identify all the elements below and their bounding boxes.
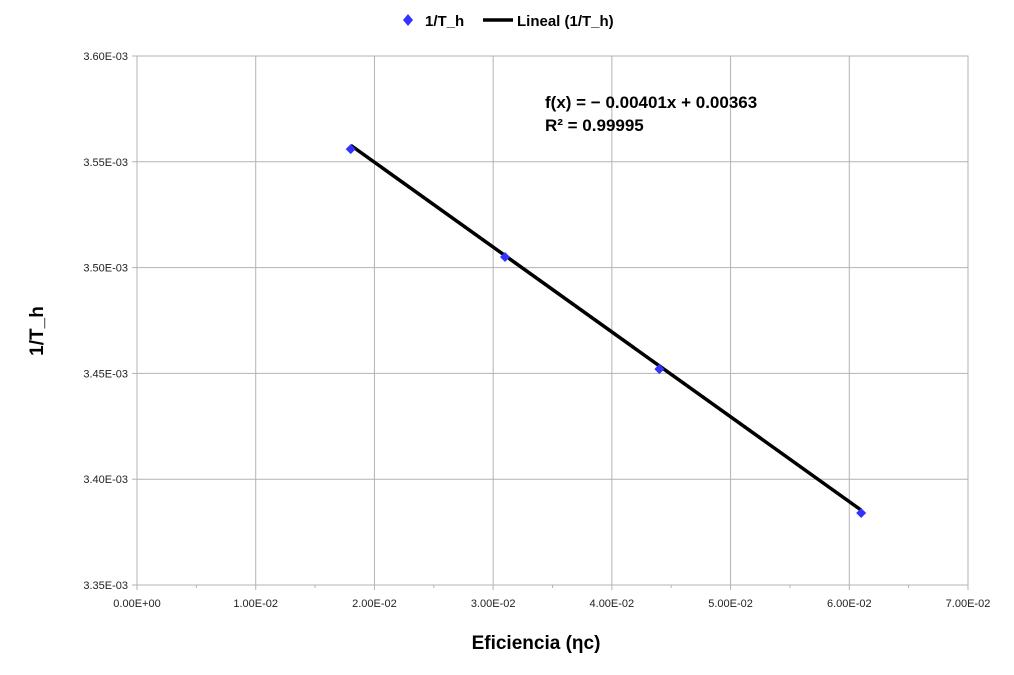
y-tick-label: 3.45E-03 [83, 368, 128, 380]
grid-lines [136, 55, 969, 586]
y-tick-label: 3.55E-03 [83, 157, 128, 169]
x-axis-title: Eficiencia (ηc) [472, 633, 601, 654]
x-tick-label: 3.00E-02 [471, 598, 516, 610]
legend-label-series: 1/T_h [425, 13, 464, 30]
x-tick-label: 0.00E+00 [113, 598, 160, 610]
data-points [345, 144, 867, 519]
data-point [856, 508, 867, 519]
y-axis-title: 1/T_h [27, 306, 48, 356]
legend-label-trendline: Lineal (1/T_h) [517, 13, 614, 30]
x-tick-label: 5.00E-02 [708, 598, 753, 610]
x-tick-labels: 0.00E+00 1.00E-02 2.00E-02 3.00E-02 4.00E-02… [113, 598, 990, 610]
x-tick-label: 1.00E-02 [233, 598, 278, 610]
data-point [500, 252, 511, 263]
x-tick-label: 7.00E-02 [946, 598, 991, 610]
y-tick-label: 3.60E-03 [83, 51, 128, 63]
x-tick-label: 6.00E-02 [827, 598, 872, 610]
y-tick-labels: 3.35E-03 3.40E-03 3.45E-03 3.50E-03 3.55E-03… [83, 51, 128, 592]
y-tick-label: 3.35E-03 [83, 580, 128, 592]
legend: 1/T_h Lineal (1/T_h) [403, 13, 614, 30]
axes [132, 55, 969, 590]
legend-marker-diamond-icon [403, 14, 413, 26]
x-tick-label: 2.00E-02 [352, 598, 397, 610]
trendline [349, 143, 863, 512]
equation-annotation: f(x) = − 0.00401x + 0.00363 [545, 93, 757, 112]
data-point [345, 144, 356, 155]
r-squared-annotation: R² = 0.99995 [545, 116, 644, 135]
data-point [654, 364, 665, 375]
y-tick-label: 3.40E-03 [83, 474, 128, 486]
x-tick-label: 4.00E-02 [590, 598, 635, 610]
y-tick-label: 3.50E-03 [83, 263, 128, 275]
plot-area [136, 55, 969, 586]
